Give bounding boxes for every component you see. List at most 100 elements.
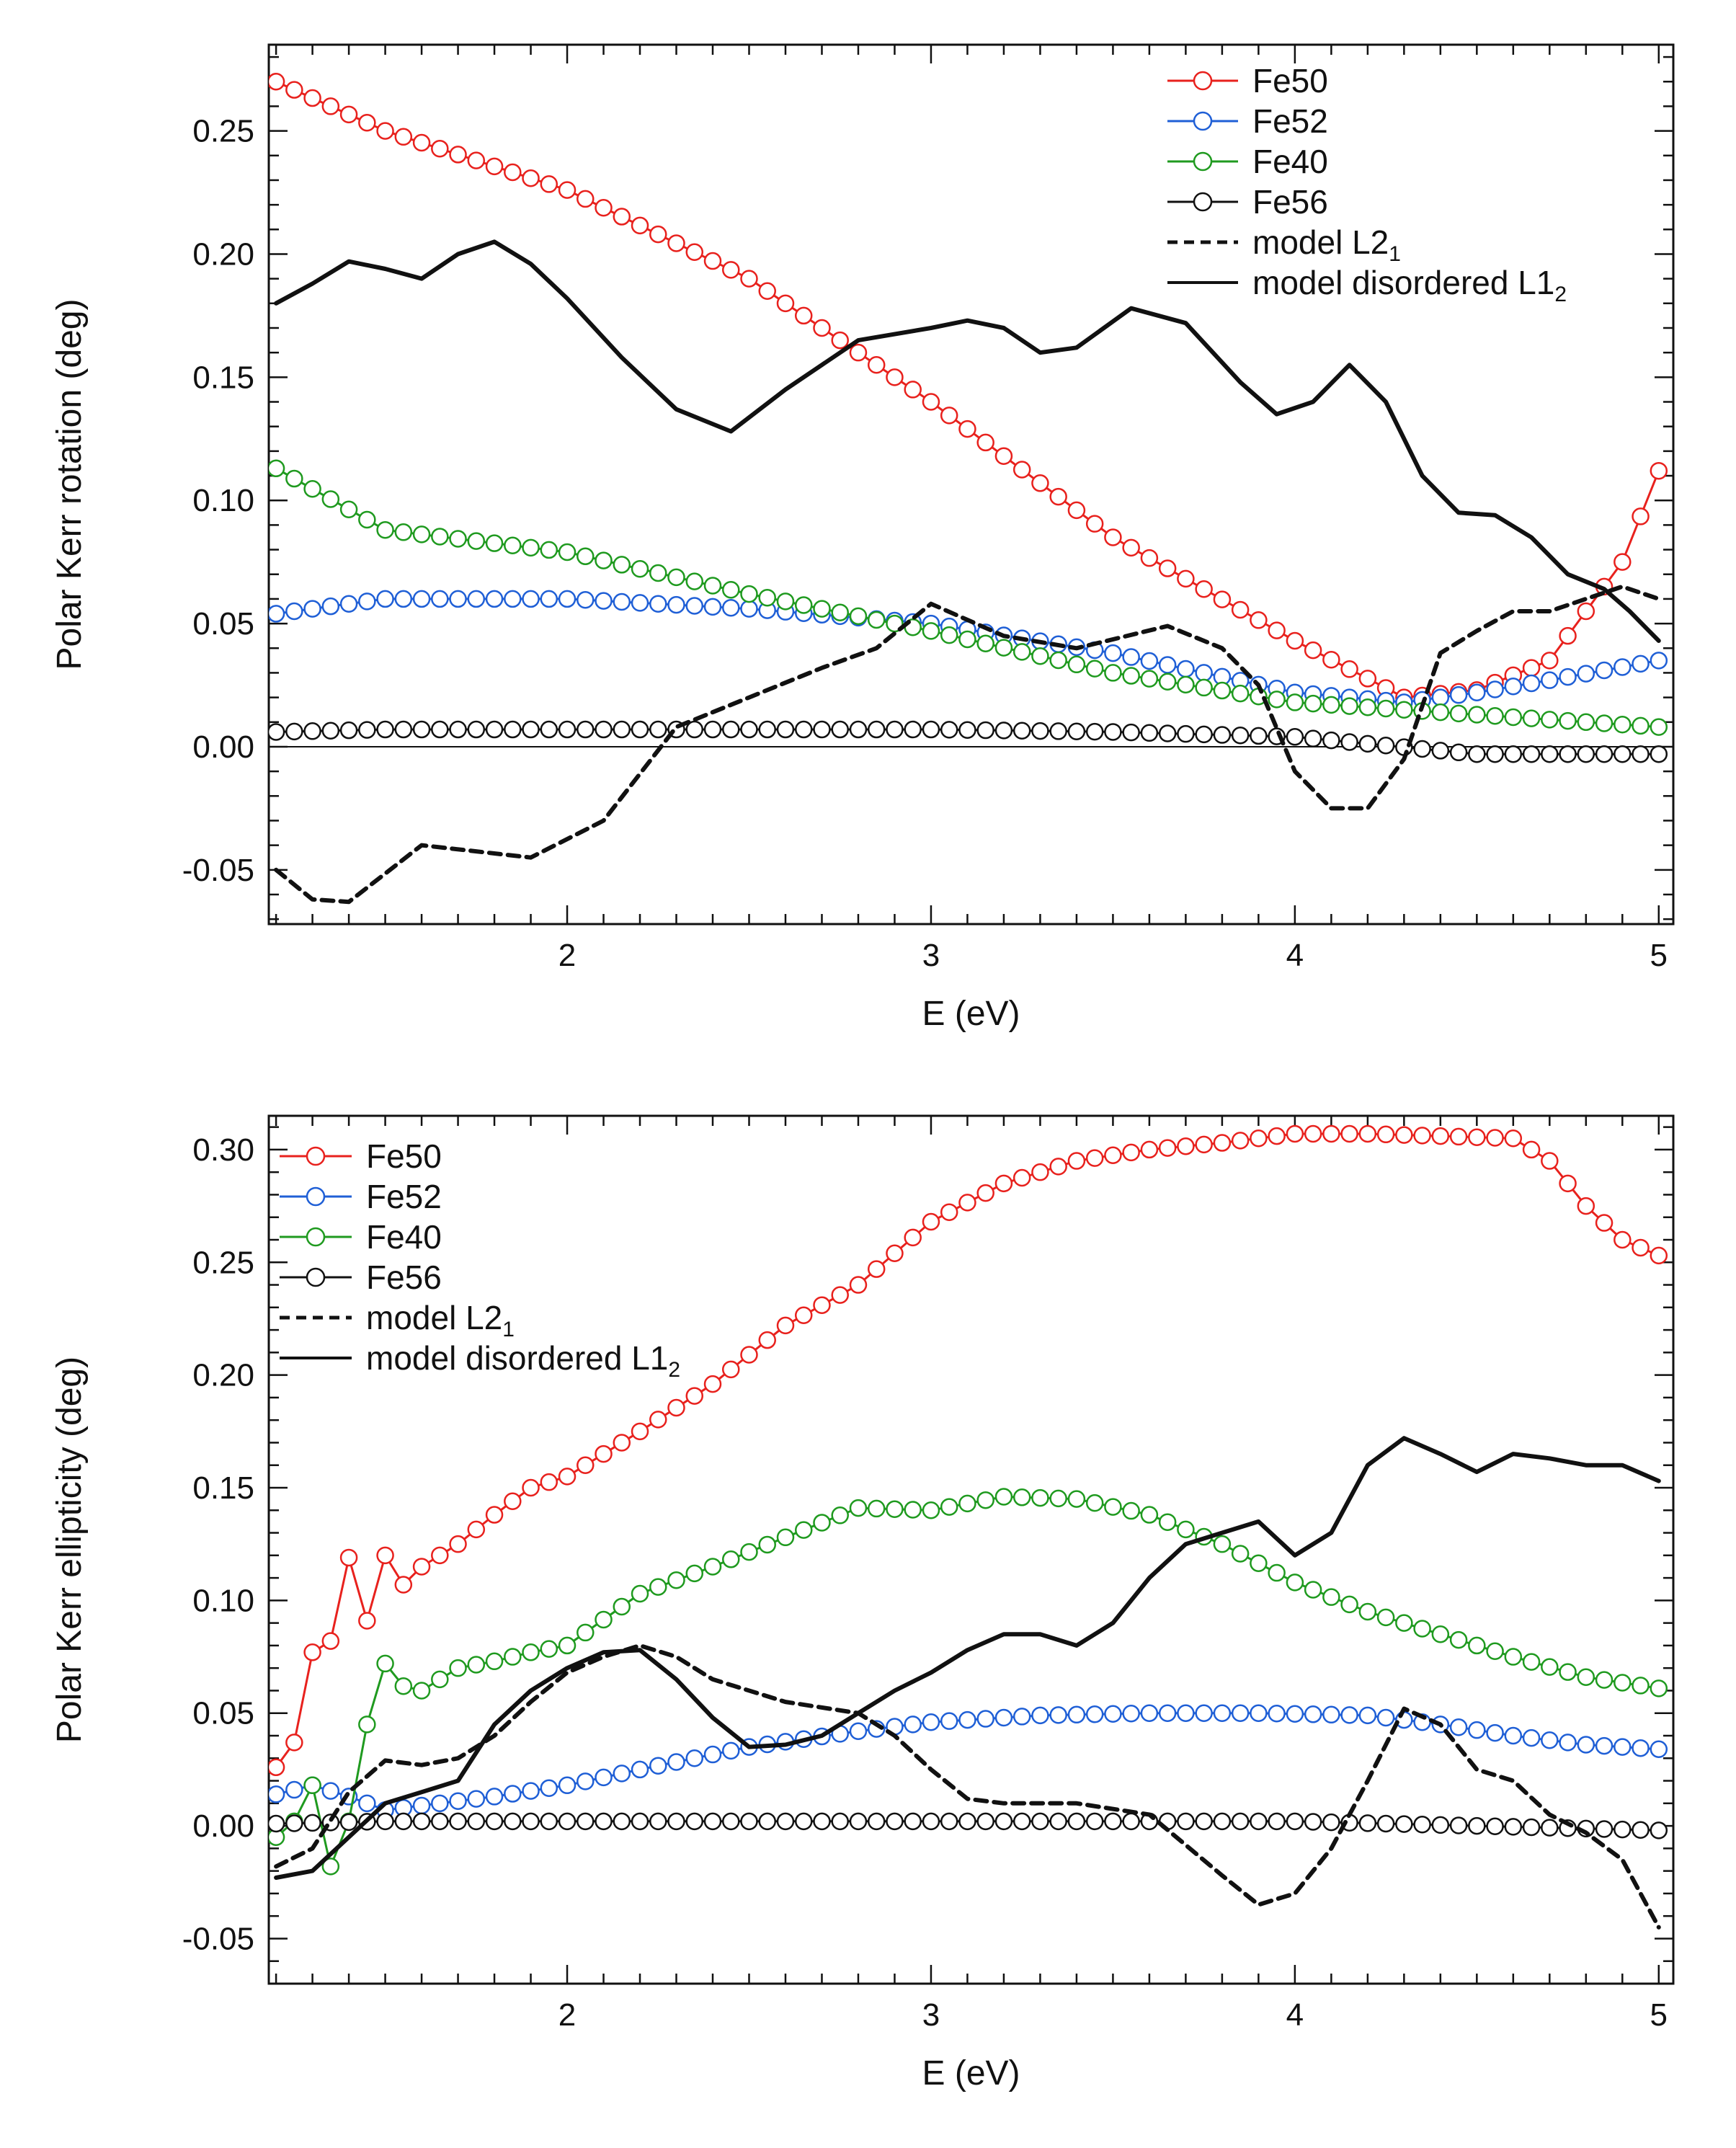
- data-point: [394, 1677, 413, 1695]
- data-point: [1541, 652, 1559, 670]
- data-point: [1012, 1168, 1031, 1187]
- data-point: [558, 1776, 577, 1795]
- data-point: [1104, 1498, 1122, 1516]
- data-point: [522, 1643, 540, 1661]
- data-point: [1650, 1821, 1668, 1839]
- data-point: [449, 530, 467, 548]
- data-point: [685, 1749, 704, 1767]
- data-point: [412, 720, 431, 739]
- data-point: [1358, 1124, 1377, 1143]
- data-point: [577, 1812, 595, 1831]
- ellipticity-panel: 2 3 4 5 -0.05 0.00 0.05 0.10 0.15 0.20 0.25 0.30 E (…: [50, 1114, 1675, 2092]
- data-point: [1468, 745, 1486, 763]
- data-point: [321, 1632, 340, 1650]
- data-point: [394, 1576, 413, 1594]
- data-point: [1085, 1149, 1104, 1167]
- legend-label: Fe50: [1252, 62, 1328, 99]
- data-point: [1358, 735, 1377, 753]
- data-point: [522, 590, 540, 608]
- data-point: [504, 590, 522, 608]
- data-point: [649, 1411, 667, 1429]
- data-point: [1049, 1489, 1067, 1508]
- data-point: [1012, 643, 1031, 661]
- data-point: [358, 113, 376, 132]
- data-point: [1431, 1625, 1450, 1643]
- data-point: [722, 1550, 740, 1568]
- legend-marker: [1193, 192, 1213, 212]
- data-point: [1650, 1740, 1668, 1759]
- legend-marker: [1193, 71, 1213, 91]
- data-point: [922, 720, 940, 739]
- data-point: [1140, 1704, 1159, 1722]
- data-point: [685, 572, 704, 590]
- data-point: [1158, 559, 1177, 577]
- data-point: [431, 1812, 449, 1831]
- data-point: [1031, 722, 1049, 740]
- legend-marker: [1193, 151, 1213, 172]
- data-point: [613, 1434, 631, 1452]
- data-point: [522, 169, 540, 187]
- data-point: [703, 1558, 722, 1576]
- data-point: [1577, 665, 1595, 683]
- data-point: [412, 1812, 431, 1831]
- data-point: [358, 1794, 376, 1813]
- data-point: [485, 1506, 504, 1524]
- data-point: [1449, 1718, 1468, 1736]
- data-point: [1286, 1574, 1304, 1592]
- data-point: [849, 343, 868, 362]
- legend-marker: [306, 1186, 326, 1207]
- data-point: [849, 1499, 868, 1517]
- data-point: [1449, 704, 1468, 723]
- data-point: [758, 588, 776, 607]
- data-point: [1286, 1124, 1304, 1143]
- legend-label: model L21: [366, 1299, 515, 1341]
- data-point: [886, 1244, 904, 1263]
- data-point: [886, 720, 904, 739]
- data-point: [703, 598, 722, 616]
- data-point: [1358, 1602, 1377, 1621]
- data-point: [485, 1812, 504, 1831]
- data-point: [1213, 681, 1232, 700]
- data-point: [1104, 664, 1122, 682]
- data-point: [339, 1813, 358, 1832]
- data-point: [1085, 1705, 1104, 1723]
- data-point: [522, 538, 540, 557]
- data-point: [685, 597, 704, 615]
- data-point: [485, 157, 504, 176]
- data-point: [1595, 714, 1613, 732]
- data-point: [867, 720, 886, 739]
- data-point: [1195, 1135, 1213, 1154]
- rotation-panel: 2 3 4 5 -0.05 0.00 0.05 0.10 0.15 0.20 0.25 E (eV) P…: [50, 43, 1675, 1033]
- data-point: [685, 720, 704, 739]
- data-point: [1376, 699, 1395, 718]
- data-point: [758, 720, 776, 739]
- data-point: [1376, 736, 1395, 755]
- data-point: [504, 163, 522, 182]
- data-point: [1468, 1128, 1486, 1146]
- data-point: [613, 593, 631, 611]
- data-point: [339, 595, 358, 613]
- data-point: [376, 520, 394, 539]
- data-point: [1650, 745, 1668, 763]
- data-point: [376, 720, 394, 739]
- data-point: [1231, 1132, 1250, 1150]
- data-point: [1104, 644, 1122, 662]
- data-point: [558, 720, 577, 739]
- data-point: [1140, 1506, 1159, 1524]
- data-point: [776, 294, 795, 313]
- data-point: [976, 634, 994, 653]
- data-point: [1158, 724, 1177, 742]
- data-point: [1304, 641, 1322, 660]
- data-point: [540, 175, 558, 193]
- data-point: [1449, 743, 1468, 762]
- data-point: [613, 1812, 631, 1831]
- legend-marker: [1193, 111, 1213, 131]
- data-point: [1067, 1705, 1086, 1724]
- data-point: [1140, 1140, 1159, 1159]
- data-point: [1595, 745, 1613, 763]
- data-point: [813, 600, 831, 618]
- data-point: [1632, 745, 1650, 763]
- data-point: [794, 596, 813, 614]
- data-point: [685, 243, 704, 261]
- data-point: [1632, 507, 1650, 525]
